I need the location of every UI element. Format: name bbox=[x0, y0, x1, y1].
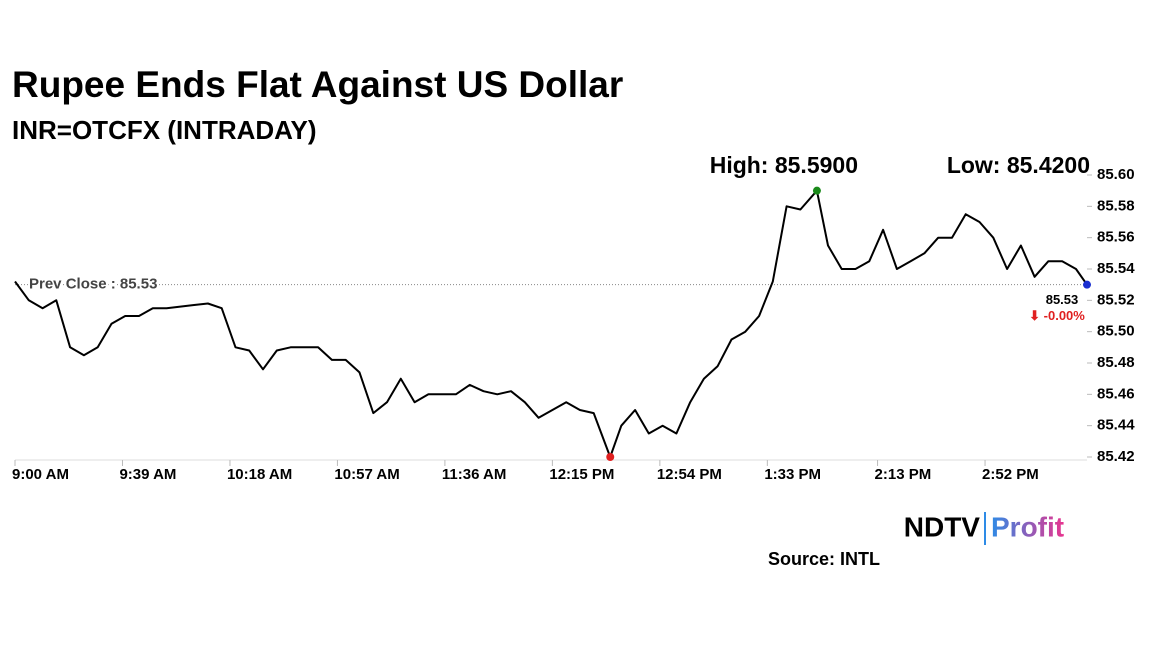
high-marker bbox=[812, 186, 821, 195]
x-tick-label: 10:57 AM bbox=[334, 466, 399, 483]
y-tick-label: 85.52 bbox=[1097, 291, 1135, 308]
x-tick-label: 2:13 PM bbox=[875, 466, 932, 483]
x-tick-label: 9:00 AM bbox=[12, 466, 69, 483]
x-tick-label: 2:52 PM bbox=[982, 466, 1039, 483]
high-label: High: 85.5900 bbox=[710, 152, 858, 178]
y-tick-label: 85.42 bbox=[1097, 448, 1135, 465]
y-tick-label: 85.58 bbox=[1097, 197, 1135, 214]
y-tick-label: 85.46 bbox=[1097, 385, 1135, 402]
chart-subtitle: INR=OTCFX (INTRADAY) bbox=[12, 115, 317, 145]
y-tick-label: 85.54 bbox=[1097, 260, 1135, 277]
logo-product: Profit bbox=[991, 511, 1064, 542]
low-marker bbox=[606, 453, 615, 461]
x-tick-label: 9:39 AM bbox=[119, 466, 176, 483]
last-marker bbox=[1083, 280, 1091, 289]
source: Source: INTL bbox=[768, 549, 880, 569]
change-label: ⬇ -0.00% bbox=[1029, 308, 1085, 323]
y-tick-label: 85.56 bbox=[1097, 229, 1135, 246]
x-tick-label: 10:18 AM bbox=[227, 466, 292, 483]
y-tick-label: 85.44 bbox=[1097, 417, 1135, 434]
x-tick-label: 1:33 PM bbox=[764, 466, 821, 483]
logo-brand: NDTV bbox=[904, 511, 981, 542]
y-tick-label: 85.50 bbox=[1097, 323, 1135, 340]
last-label: 85.53 bbox=[1046, 292, 1079, 307]
x-tick-label: 12:54 PM bbox=[657, 466, 722, 483]
y-tick-label: 85.48 bbox=[1097, 354, 1135, 371]
x-tick-label: 12:15 PM bbox=[549, 466, 614, 483]
x-tick-label: 11:36 AM bbox=[442, 466, 506, 483]
chart-title: Rupee Ends Flat Against US Dollar bbox=[12, 64, 623, 105]
prev-close-label: Prev Close : 85.53 bbox=[29, 276, 157, 293]
low-label: Low: 85.4200 bbox=[947, 152, 1090, 178]
y-tick-label: 85.60 bbox=[1097, 166, 1135, 183]
price-line bbox=[14, 189, 1088, 458]
